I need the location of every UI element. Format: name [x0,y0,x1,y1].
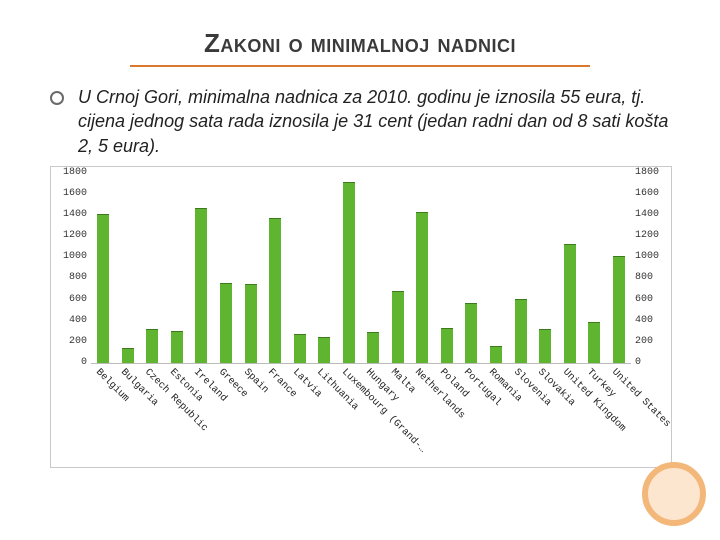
bar [539,329,551,363]
bar [245,284,257,363]
decorative-ring-icon [642,462,706,526]
y-tick-right: 800 [635,272,667,283]
y-tick-right: 400 [635,315,667,326]
bar [564,244,576,363]
y-tick-right: 1400 [635,209,667,220]
bar [220,283,232,363]
chart-plot-area [91,173,631,364]
bar [195,208,207,363]
y-tick-left: 200 [55,336,87,347]
y-tick-right: 1000 [635,251,667,262]
y-tick-right: 1200 [635,230,667,241]
bullet-icon [50,91,64,105]
chart-container: BelgiumBulgariaCzech RepublicEstoniaIrel… [50,166,672,468]
bar [343,182,355,362]
y-tick-left: 800 [55,272,87,283]
bar [318,337,330,363]
title-underline [130,65,590,67]
y-tick-left: 400 [55,315,87,326]
y-tick-right: 200 [635,336,667,347]
chart-x-labels: BelgiumBulgariaCzech RepublicEstoniaIrel… [91,367,631,462]
y-tick-left: 1400 [55,209,87,220]
bullet-text: U Crnoj Gori, minimalna nadnica za 2010.… [78,85,670,158]
y-tick-right: 1600 [635,188,667,199]
bar [465,303,477,363]
bar [367,332,379,363]
bar [416,212,428,363]
y-tick-right: 1800 [635,167,667,178]
bar [269,218,281,363]
slide: Zakoni o minimalnoj nadnici U Crnoj Gori… [0,0,720,540]
bar [294,334,306,362]
y-tick-left: 1200 [55,230,87,241]
bar [146,329,158,363]
bar [588,322,600,363]
y-tick-left: 1800 [55,167,87,178]
y-tick-left: 1000 [55,251,87,262]
y-tick-left: 600 [55,294,87,305]
y-tick-right: 0 [635,357,667,368]
y-tick-right: 600 [635,294,667,305]
bar [441,328,453,363]
bar [490,346,502,363]
bullet-row: U Crnoj Gori, minimalna nadnica za 2010.… [50,85,670,158]
bar [392,291,404,363]
y-tick-left: 0 [55,357,87,368]
bar [515,299,527,363]
y-tick-left: 1600 [55,188,87,199]
bar [613,256,625,363]
bar [97,214,109,363]
bar [122,348,134,363]
slide-title: Zakoni o minimalnoj nadnici [40,28,680,59]
bar [171,331,183,363]
